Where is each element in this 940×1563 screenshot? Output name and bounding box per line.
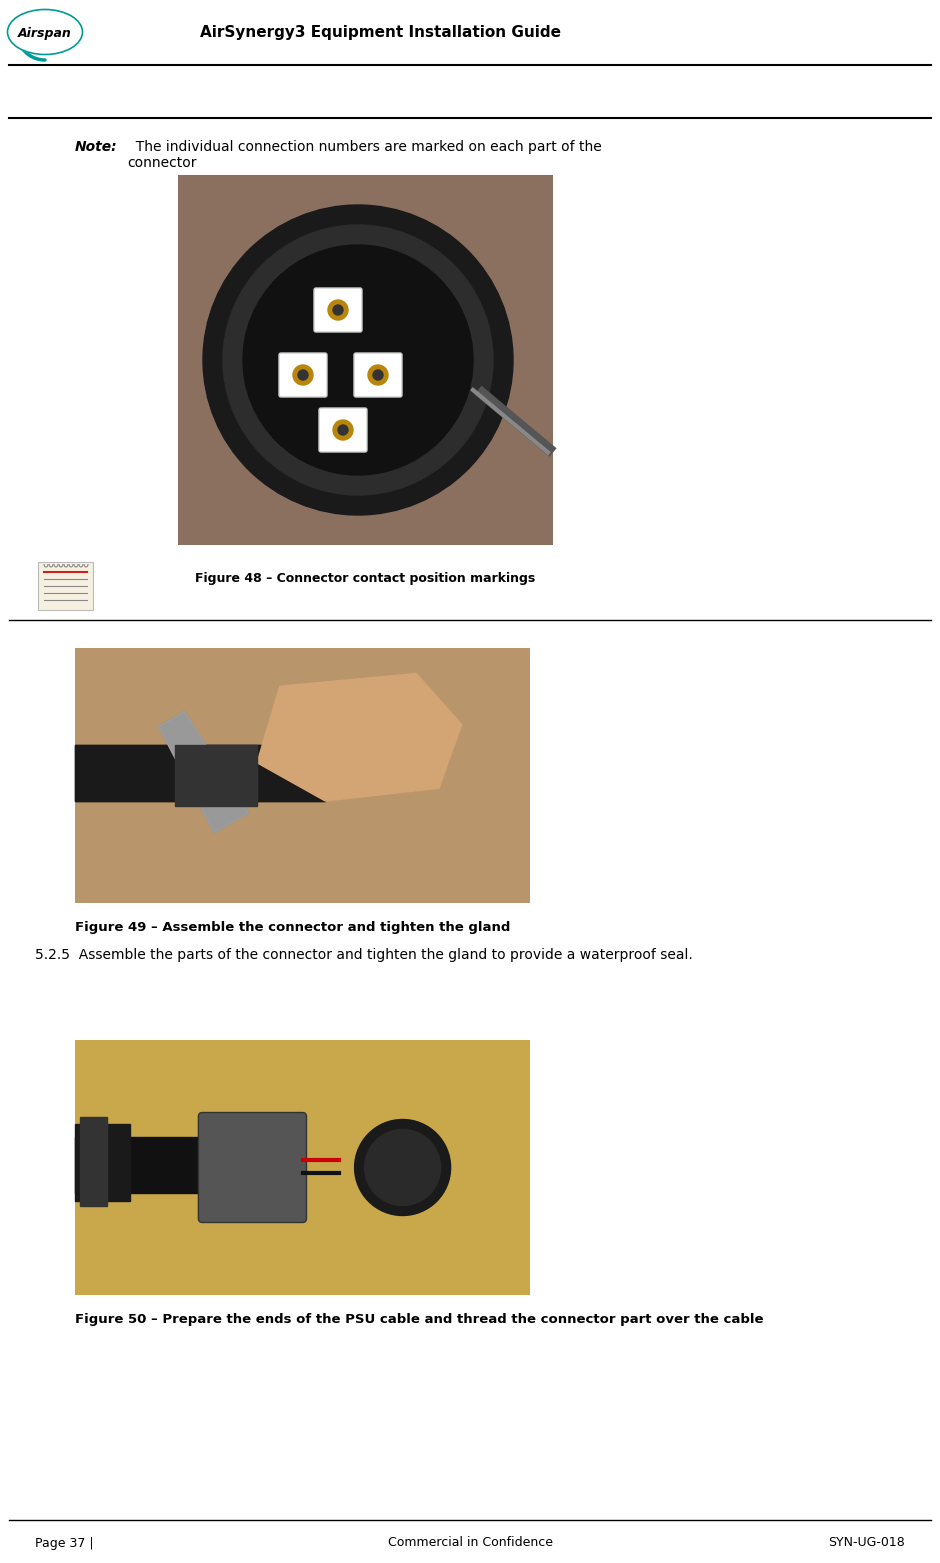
FancyBboxPatch shape (279, 353, 327, 397)
FancyBboxPatch shape (198, 1113, 306, 1222)
Polygon shape (159, 711, 249, 833)
Circle shape (333, 305, 343, 316)
Bar (75, 649, 530, 903)
Circle shape (338, 425, 348, 435)
Circle shape (373, 370, 383, 380)
Circle shape (243, 245, 473, 475)
Bar (38, 563, 93, 610)
Bar (75, 1136, 234, 1193)
Text: AirSynergy3 Equipment Installation Guide: AirSynergy3 Equipment Installation Guide (200, 25, 561, 39)
Polygon shape (159, 711, 249, 833)
Circle shape (333, 420, 353, 441)
Circle shape (298, 370, 308, 380)
Circle shape (365, 1130, 441, 1205)
FancyBboxPatch shape (314, 288, 362, 331)
Text: Page 37 |: Page 37 | (35, 1536, 94, 1549)
Bar (80, 1116, 107, 1205)
Circle shape (203, 205, 513, 514)
FancyBboxPatch shape (319, 408, 367, 452)
Text: SYN-UG-018: SYN-UG-018 (828, 1536, 905, 1549)
Circle shape (223, 225, 493, 495)
Circle shape (368, 366, 388, 384)
Bar (75, 746, 325, 800)
Bar (75, 1039, 530, 1296)
Text: Figure 48 – Connector contact position markings: Figure 48 – Connector contact position m… (195, 572, 535, 585)
FancyBboxPatch shape (354, 353, 402, 397)
Text: 5.2.5  Assemble the parts of the connector and tighten the gland to provide a wa: 5.2.5 Assemble the parts of the connecto… (35, 949, 693, 961)
Text: Airspan: Airspan (18, 27, 71, 39)
Text: Figure 50 – Prepare the ends of the PSU cable and thread the connector part over: Figure 50 – Prepare the ends of the PSU … (75, 1313, 763, 1325)
Text: Figure 49 – Assemble the connector and tighten the gland: Figure 49 – Assemble the connector and t… (75, 921, 510, 935)
Circle shape (293, 366, 313, 384)
Polygon shape (257, 674, 462, 800)
Text: The individual connection numbers are marked on each part of the
connector: The individual connection numbers are ma… (127, 141, 602, 170)
Bar (75, 1124, 130, 1200)
Bar (175, 746, 257, 807)
Bar (75, 746, 325, 800)
Bar (178, 175, 553, 545)
Ellipse shape (8, 9, 83, 55)
Text: Commercial in Confidence: Commercial in Confidence (387, 1536, 553, 1549)
Text: Note:: Note: (75, 141, 118, 155)
Circle shape (328, 300, 348, 320)
Circle shape (354, 1119, 450, 1216)
